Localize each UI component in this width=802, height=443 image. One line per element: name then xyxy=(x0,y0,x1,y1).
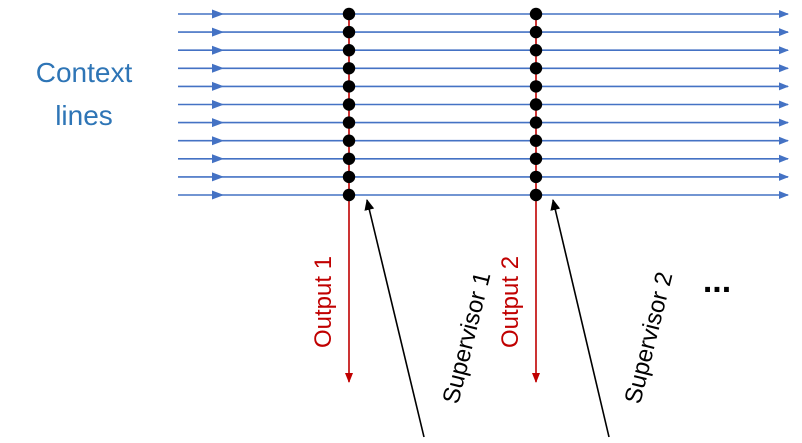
junction-node xyxy=(342,98,356,111)
junction-node xyxy=(342,152,356,165)
output-2-label: Output 2 xyxy=(497,256,524,348)
junction-node xyxy=(342,62,356,75)
context-line-arrowhead xyxy=(212,45,224,55)
junction-node xyxy=(342,7,356,21)
junction-node xyxy=(529,25,543,39)
output-group-1: Output 1 Supervisor 1 xyxy=(310,7,497,438)
context-lines xyxy=(178,9,789,200)
junction-node xyxy=(342,25,356,39)
supervisor-2-label: Supervisor 2 xyxy=(620,269,679,406)
output-group-2: Output 2 Supervisor 2 xyxy=(497,7,679,438)
junction-node xyxy=(342,116,356,129)
junction-node xyxy=(529,98,543,111)
junction-node xyxy=(342,80,356,93)
junction-node xyxy=(529,116,543,129)
supervisor-2-arrow xyxy=(550,199,610,438)
context-line-arrowhead xyxy=(212,172,224,182)
context-label-line-2: lines xyxy=(55,100,113,131)
junction-node xyxy=(529,188,543,202)
junction-node xyxy=(529,62,543,75)
ellipsis: ... xyxy=(703,262,731,300)
node-column-1 xyxy=(342,7,356,202)
junction-node xyxy=(342,134,356,147)
context-line-arrowhead xyxy=(212,136,224,146)
context-line-arrowhead xyxy=(212,27,224,37)
junction-node xyxy=(342,170,356,184)
context-line-arrowhead xyxy=(212,118,224,128)
junction-node xyxy=(529,152,543,165)
junction-node xyxy=(342,188,356,202)
context-line-arrowhead xyxy=(212,81,224,91)
context-line-arrowhead xyxy=(212,154,224,164)
supervisor-1-arrow xyxy=(364,199,425,438)
context-line-arrowhead xyxy=(212,100,224,109)
junction-node xyxy=(529,80,543,93)
junction-node xyxy=(529,170,543,184)
node-column-2 xyxy=(529,7,543,202)
supervisor-1-label: Supervisor 1 xyxy=(438,269,497,406)
junction-node xyxy=(529,44,543,57)
junction-node xyxy=(342,44,356,57)
context-line-arrowhead xyxy=(212,63,224,73)
output-1-label: Output 1 xyxy=(310,256,337,348)
context-line-arrowhead xyxy=(212,190,224,200)
junction-node xyxy=(529,7,543,21)
context-line-arrowhead xyxy=(212,9,224,19)
context-label-line-1: Context xyxy=(36,57,133,88)
junction-node xyxy=(529,134,543,147)
